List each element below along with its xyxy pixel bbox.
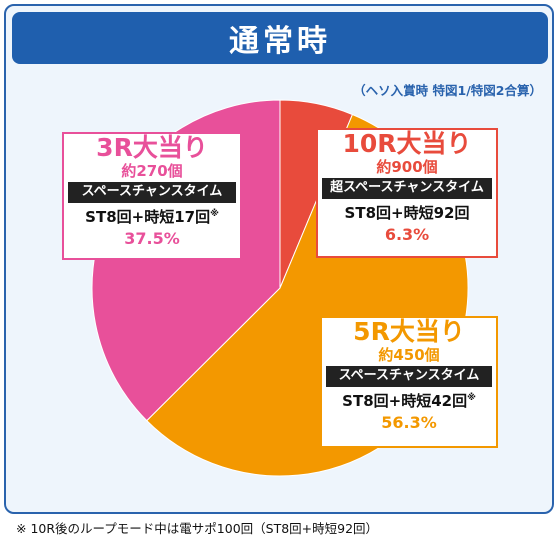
condition-note: （ヘソ入賞時 特図1/特図2合算）	[353, 83, 542, 98]
slice-5r-mode: スペースチャンスタイム	[326, 366, 492, 387]
slice-5r-st: ST8回+時短42回※	[326, 389, 492, 411]
slice-10r-st: ST8回+時短92回	[322, 201, 492, 223]
slice-label-5r: 5R大当り 約450個 スペースチャンスタイム ST8回+時短42回※ 56.3…	[320, 316, 498, 448]
slice-10r-mode: 超スペースチャンスタイム	[322, 178, 492, 199]
slice-10r-count: 約900個	[376, 158, 438, 176]
slice-10r-mode-text: 超スペースチャンスタイム	[330, 180, 484, 195]
slice-3r-st-text: ST8回+時短17回	[85, 208, 211, 226]
slice-10r-title: 10R大当り	[342, 129, 472, 158]
slice-3r-title: 3R大当り	[96, 133, 208, 162]
chart-title: 通常時	[12, 12, 548, 64]
slice-label-3r: 3R大当り 約270個 スペースチャンスタイム ST8回+時短17回※ 37.5…	[62, 132, 242, 260]
slice-5r-title: 5R大当り	[353, 317, 465, 346]
slice-5r-footnote-mark: ※	[467, 393, 476, 403]
slice-5r-st-text: ST8回+時短42回	[342, 392, 468, 410]
slice-3r-percent: 37.5%	[124, 229, 180, 248]
slice-label-10r: 10R大当り 約900個 超スペースチャンスタイム ST8回+時短92回 6.3…	[316, 128, 498, 258]
slice-5r-mode-text: スペースチャンスタイム	[338, 368, 480, 383]
slice-3r-st: ST8回+時短17回※	[68, 205, 236, 227]
slice-10r-st-text: ST8回+時短92回	[344, 204, 470, 222]
slice-3r-mode-text: スペースチャンスタイム	[81, 184, 223, 199]
slice-5r-percent: 56.3%	[381, 413, 437, 432]
slice-3r-count: 約270個	[121, 162, 183, 180]
slice-10r-percent: 6.3%	[384, 225, 430, 244]
slice-5r-count: 約450個	[378, 346, 440, 364]
slice-3r-footnote-mark: ※	[210, 209, 219, 219]
slice-3r-mode: スペースチャンスタイム	[68, 182, 236, 203]
footnote: ※ 10R後のループモード中は電サポ100回（ST8回+時短92回）	[16, 521, 379, 536]
